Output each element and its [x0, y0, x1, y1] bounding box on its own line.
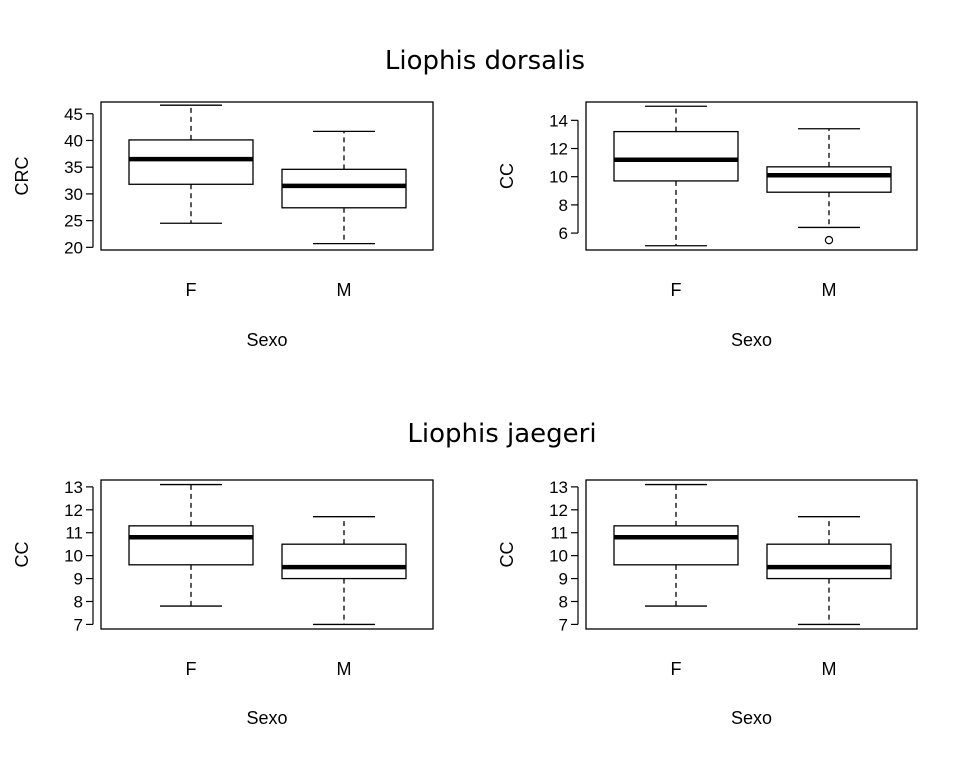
y-tick-label: 13 — [549, 478, 568, 497]
y-tick-label: 10 — [549, 547, 568, 566]
y-tick-label: 25 — [64, 212, 83, 231]
y-tick-label: 10 — [549, 168, 568, 187]
title-liophis-jaegeri: Liophis jaegeri — [407, 419, 596, 449]
box-F — [613, 130, 739, 182]
y-tick-label: 7 — [74, 615, 83, 634]
plot-frame — [585, 479, 918, 630]
y-tick-label: 12 — [64, 501, 83, 520]
y-tick-label: 35 — [64, 158, 83, 177]
y-axis-label: CC — [12, 542, 32, 568]
box-M — [281, 168, 407, 209]
y-tick-label: 20 — [64, 238, 83, 257]
y-axis-label: CRC — [12, 157, 32, 196]
x-axis-label: Sexo — [246, 708, 287, 728]
box-M — [281, 543, 407, 580]
plot-frame — [100, 479, 434, 630]
category-label-F: F — [186, 659, 197, 679]
x-axis-label: Sexo — [246, 330, 287, 350]
y-axis-label: CC — [497, 542, 517, 568]
x-axis-label: Sexo — [731, 330, 772, 350]
category-label-F: F — [671, 280, 682, 300]
y-axis-label: CC — [497, 163, 517, 189]
y-tick-label: 8 — [559, 592, 568, 611]
box-F — [128, 139, 254, 185]
category-label-M: M — [337, 659, 352, 679]
y-tick-label: 7 — [559, 615, 568, 634]
y-tick-label: 11 — [550, 524, 568, 543]
panel-jaegeri-cc-left: 7 8 9 10 11 12 13 CC Sexo F M — [12, 478, 434, 728]
category-label-M: M — [337, 280, 352, 300]
category-label-F: F — [186, 280, 197, 300]
y-tick-label: 9 — [559, 570, 568, 589]
y-tick-label: 45 — [64, 105, 83, 124]
y-tick-label: 12 — [549, 140, 568, 159]
y-tick-label: 13 — [64, 478, 83, 497]
y-tick-label: 9 — [74, 570, 83, 589]
plot-frame — [585, 101, 918, 251]
y-tick-label: 8 — [559, 196, 568, 215]
x-axis-label: Sexo — [731, 708, 772, 728]
panel-dorsalis-cc: 6 8 10 12 14 CC Sexo F M — [497, 101, 918, 350]
category-label-M: M — [822, 280, 837, 300]
y-tick-label: 8 — [74, 592, 83, 611]
y-tick-label: 11 — [65, 524, 83, 543]
category-label-F: F — [671, 659, 682, 679]
category-label-M: M — [822, 659, 837, 679]
outlier-point — [824, 235, 834, 245]
y-tick-label: 12 — [549, 501, 568, 520]
plot-frame — [100, 101, 434, 251]
box-F — [128, 525, 254, 566]
y-tick-label: 10 — [64, 547, 83, 566]
box-F — [613, 525, 739, 566]
panel-jaegeri-cc-right: 7 8 9 10 11 12 13 CC Sexo F M — [497, 478, 918, 728]
y-tick-label: 30 — [64, 185, 83, 204]
y-tick-label: 14 — [549, 111, 568, 130]
box-M — [766, 543, 892, 580]
title-liophis-dorsalis: Liophis dorsalis — [385, 46, 585, 76]
y-tick-label: 40 — [64, 131, 83, 150]
y-tick-label: 6 — [559, 224, 568, 243]
box-M — [766, 166, 892, 193]
panel-dorsalis-crc: 20 25 30 35 40 45 CRC Sexo F M — [12, 101, 434, 350]
